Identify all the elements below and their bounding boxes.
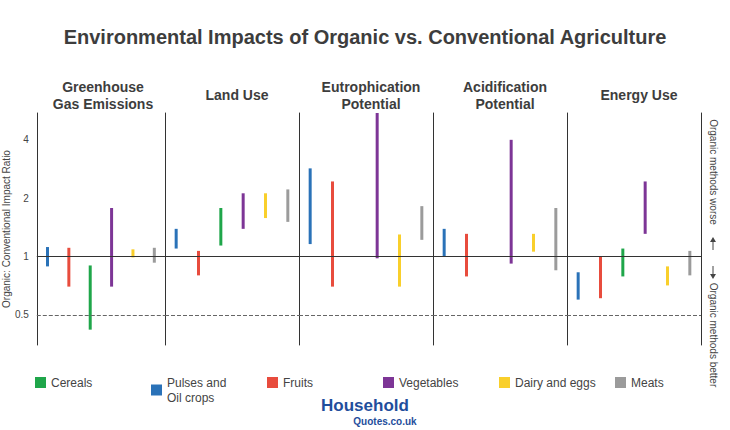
svg-text:Organic: Conventional Impact R: Organic: Conventional Impact Ratio [1, 150, 12, 308]
svg-text:2: 2 [23, 193, 29, 204]
svg-text:Vegetables: Vegetables [399, 376, 458, 390]
svg-text:0.5: 0.5 [15, 309, 29, 320]
svg-text:Greenhouse: Greenhouse [62, 79, 144, 95]
svg-text:4: 4 [23, 134, 29, 145]
svg-text:Meats: Meats [631, 376, 664, 390]
svg-text:Acidification: Acidification [463, 79, 547, 95]
svg-text:Energy Use: Energy Use [600, 87, 677, 103]
svg-text:Oil crops: Oil crops [167, 391, 214, 405]
svg-text:Potential: Potential [341, 96, 400, 112]
svg-text:Gas Emissions: Gas Emissions [53, 96, 154, 112]
svg-text:Household: Household [321, 396, 409, 415]
svg-text:Environmental Impacts of Organ: Environmental Impacts of Organic vs. Con… [64, 26, 667, 48]
svg-text:Pulses and: Pulses and [167, 376, 226, 390]
svg-text:Eutrophication: Eutrophication [322, 79, 421, 95]
svg-text:1: 1 [23, 251, 29, 262]
svg-text:Fruits: Fruits [283, 376, 313, 390]
svg-text:Land Use: Land Use [205, 87, 268, 103]
svg-text:Quotes.co.uk: Quotes.co.uk [353, 416, 417, 427]
svg-text:Organic methods worse: Organic methods worse [708, 119, 719, 225]
svg-text:Potential: Potential [475, 96, 534, 112]
svg-text:Dairy and eggs: Dairy and eggs [515, 376, 596, 390]
svg-text:Organic methods better: Organic methods better [708, 283, 719, 388]
svg-text:Cereals: Cereals [51, 376, 92, 390]
